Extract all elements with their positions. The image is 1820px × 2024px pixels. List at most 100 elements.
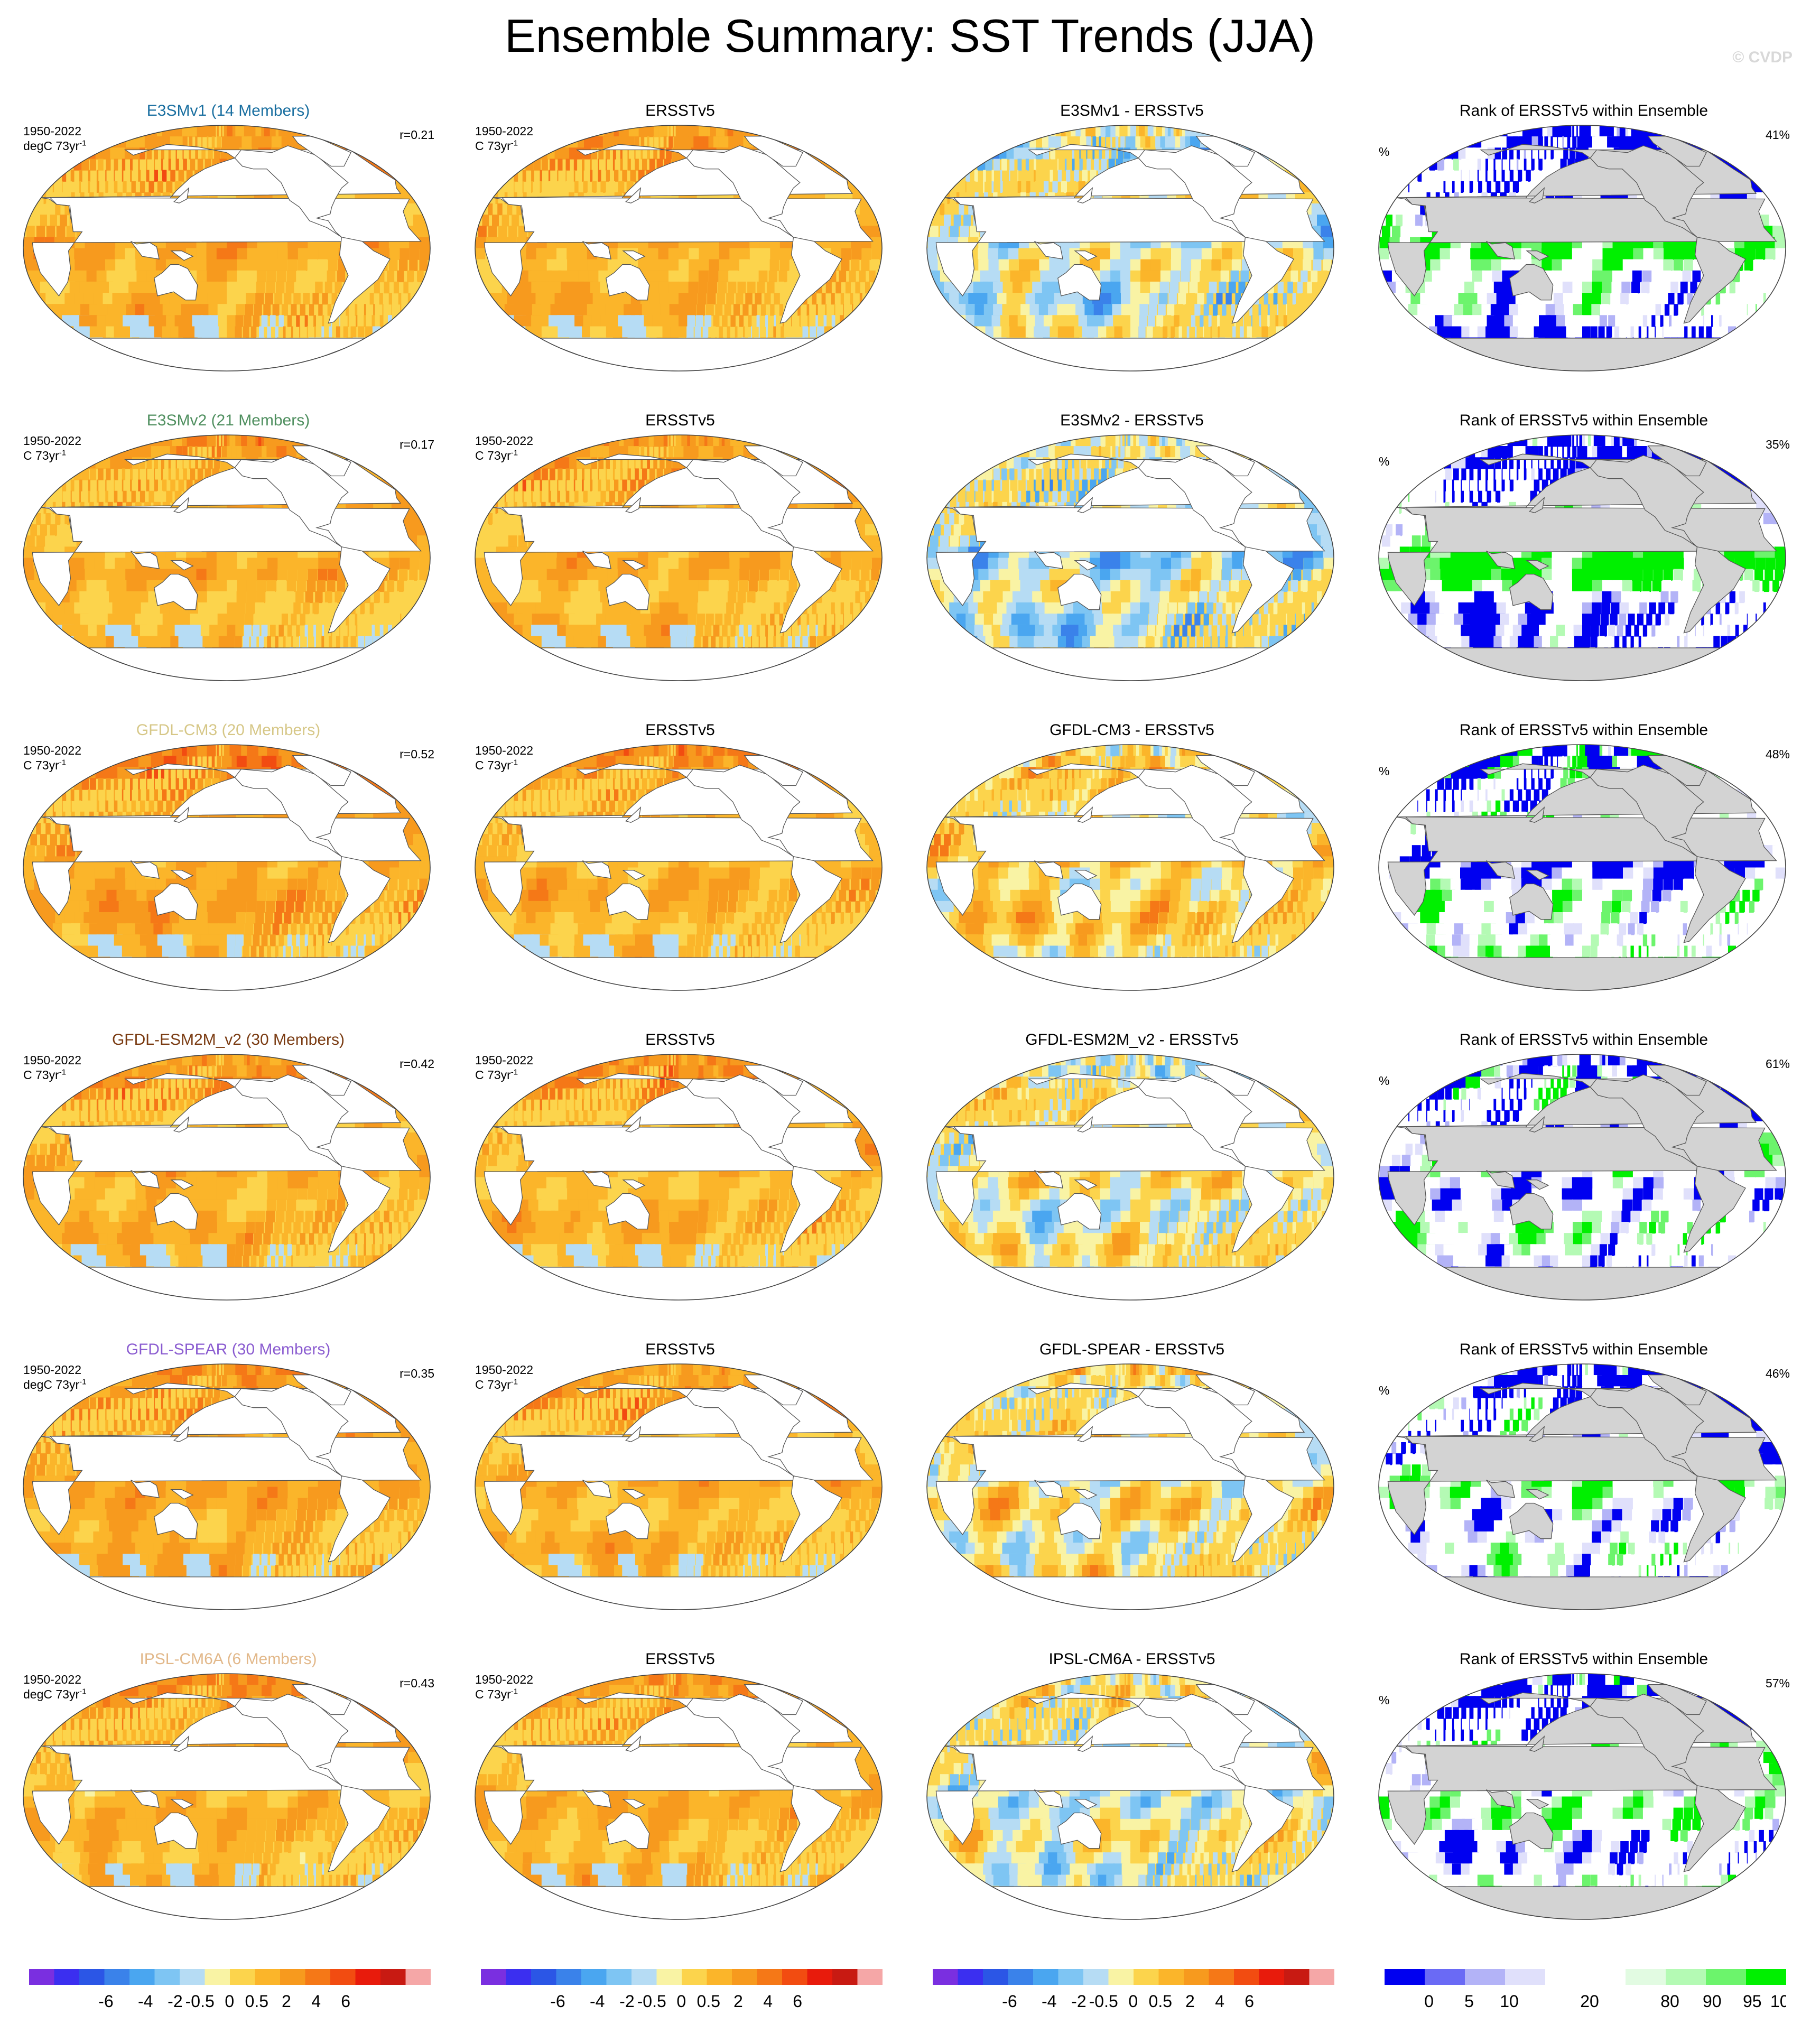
land-mass bbox=[606, 264, 650, 301]
global-map bbox=[475, 1054, 883, 1301]
obs-title: ERSSTv5 bbox=[463, 101, 897, 120]
period-label: 1950-2022 bbox=[475, 124, 533, 138]
diff-title: GFDL-ESM2M_v2 - ERSSTv5 bbox=[915, 1030, 1349, 1050]
colorbar-tick-label: 6 bbox=[341, 1992, 350, 2011]
period-label: 1950-2022 bbox=[475, 1362, 533, 1377]
units-exponent: -1 bbox=[511, 1687, 518, 1696]
global-map bbox=[1378, 1363, 1786, 1610]
colorbar-swatch bbox=[807, 1969, 833, 1985]
map-outline bbox=[23, 1054, 431, 1301]
units-text: degC 73yr bbox=[23, 1378, 79, 1391]
land-mass bbox=[1074, 870, 1098, 880]
units-text: C 73yr bbox=[475, 139, 511, 153]
colorbar-swatch bbox=[280, 1969, 305, 1985]
units-exponent: -1 bbox=[511, 758, 518, 767]
colorbar-swatch bbox=[255, 1969, 281, 1985]
land-mass bbox=[173, 1116, 190, 1132]
colorbar-swatch bbox=[1284, 1969, 1310, 1985]
land-mass bbox=[1590, 1074, 1704, 1167]
colorbar-tick-label: -2 bbox=[168, 1992, 182, 2011]
map-panel-trend: GFDL-CM3 (20 Members) 1950-2022 C 73yr-1 r=… bbox=[12, 721, 445, 1017]
land-mass bbox=[625, 1735, 642, 1752]
period-label: 1950-2022 bbox=[23, 1672, 86, 1687]
period-label: 1950-2022 bbox=[475, 433, 533, 448]
map-panel-trend: E3SMv2 (21 Members) 1950-2022 C 73yr-1 r=0.… bbox=[12, 411, 445, 707]
period-label: 1950-2022 bbox=[23, 433, 81, 448]
colorbar-swatch bbox=[606, 1969, 632, 1985]
map-panel-rank: Rank of ERSSTv5 within Ensemble% 41% bbox=[1367, 101, 1800, 397]
land-mass bbox=[1076, 1735, 1093, 1752]
period-units-label: 1950-2022 C 73yr-1 bbox=[23, 1053, 81, 1082]
colorbar-swatch bbox=[1385, 1969, 1425, 1985]
land-mass bbox=[1526, 1799, 1549, 1809]
land-mass bbox=[1034, 241, 1063, 259]
model-title: E3SMv2 (21 Members) bbox=[12, 411, 445, 430]
land-mass bbox=[1683, 237, 1746, 324]
land-mass bbox=[622, 250, 646, 261]
map-panel-diff: E3SMv1 - ERSSTv5 bbox=[915, 101, 1349, 397]
map-outline bbox=[1378, 434, 1786, 681]
global-map bbox=[23, 744, 431, 991]
map-outline bbox=[475, 1054, 883, 1301]
map-panel-obs: ERSSTv5 1950-2022 C 73yr-1 bbox=[463, 1340, 897, 1636]
land-mass bbox=[130, 860, 160, 879]
map-outline bbox=[23, 434, 431, 681]
units-label: C 73yr-1 bbox=[475, 138, 533, 153]
colorbar-swatch bbox=[581, 1969, 607, 1985]
colorbar-swatch bbox=[54, 1969, 80, 1985]
rank-title: Rank of ERSSTv5 within Ensemble bbox=[1367, 721, 1800, 740]
rank-percent: 46% bbox=[1766, 1367, 1790, 1381]
land-mass bbox=[1057, 883, 1102, 920]
global-map bbox=[926, 1363, 1334, 1610]
land-mass bbox=[1528, 187, 1545, 203]
land-mass bbox=[686, 1694, 801, 1786]
units-exponent: -1 bbox=[79, 138, 86, 147]
colorbar-swatch bbox=[682, 1969, 707, 1985]
colorbar-diff: -6 -4 -2 -0.5 0 0.5 2 4 6 bbox=[933, 1969, 1334, 2011]
units-label: C 73yr-1 bbox=[475, 758, 533, 773]
land-mass bbox=[779, 1475, 842, 1563]
colorbar-swatch bbox=[330, 1969, 356, 1985]
map-outline bbox=[1378, 1673, 1786, 1920]
units-text: C 73yr bbox=[475, 1687, 511, 1701]
land-mass bbox=[1057, 1812, 1102, 1849]
colorbar-swatch bbox=[1058, 1969, 1084, 1985]
model-title: GFDL-ESM2M_v2 (30 Members) bbox=[12, 1030, 445, 1050]
land-mass bbox=[173, 497, 190, 513]
land-mass bbox=[686, 455, 801, 547]
units-exponent: -1 bbox=[511, 1067, 518, 1076]
period-label: 1950-2022 bbox=[23, 1362, 86, 1377]
land-mass bbox=[1590, 1694, 1704, 1786]
units-text: C 73yr bbox=[475, 758, 511, 772]
pattern-correlation: r=0.21 bbox=[400, 128, 434, 142]
colorbar-swatch bbox=[1234, 1969, 1259, 1985]
land-mass bbox=[1034, 1480, 1063, 1498]
units-label: C 73yr-1 bbox=[23, 1067, 81, 1082]
percent-symbol: % bbox=[1379, 454, 1389, 469]
map-panel-obs: ERSSTv5 1950-2022 C 73yr-1 bbox=[463, 1030, 897, 1326]
colorbar-tick-label: -6 bbox=[98, 1992, 113, 2011]
colorbar-swatch bbox=[154, 1969, 180, 1985]
map-panel-rank: Rank of ERSSTv5 within Ensemble% 46% bbox=[1367, 1340, 1800, 1636]
period-label: 1950-2022 bbox=[23, 1053, 81, 1067]
global-map bbox=[926, 1673, 1334, 1920]
colorbar-tick-label: 100 bbox=[1770, 1992, 1786, 2011]
land-mass bbox=[1526, 1180, 1549, 1190]
land-mass bbox=[154, 1812, 198, 1849]
colorbar-swatch bbox=[1134, 1969, 1159, 1985]
land-mass bbox=[1231, 1475, 1294, 1563]
colorbar-swatch bbox=[782, 1969, 807, 1985]
diff-title: IPSL-CM6A - ERSSTv5 bbox=[915, 1650, 1349, 1669]
map-panel-trend: IPSL-CM6A (6 Members) 1950-2022 degC 73yr-… bbox=[12, 1650, 445, 1946]
land-mass bbox=[1485, 241, 1515, 259]
period-units-label: 1950-2022 degC 73yr-1 bbox=[23, 124, 86, 153]
colorbar-swatch bbox=[707, 1969, 732, 1985]
period-units-label: 1950-2022 C 73yr-1 bbox=[475, 433, 533, 463]
global-map bbox=[23, 434, 431, 681]
global-map bbox=[23, 1363, 431, 1610]
land-mass bbox=[1509, 1812, 1554, 1849]
land-mass bbox=[170, 1799, 194, 1809]
land-mass bbox=[1074, 560, 1098, 571]
rank-percent: 35% bbox=[1766, 438, 1790, 452]
percent-symbol: % bbox=[1379, 1693, 1389, 1707]
